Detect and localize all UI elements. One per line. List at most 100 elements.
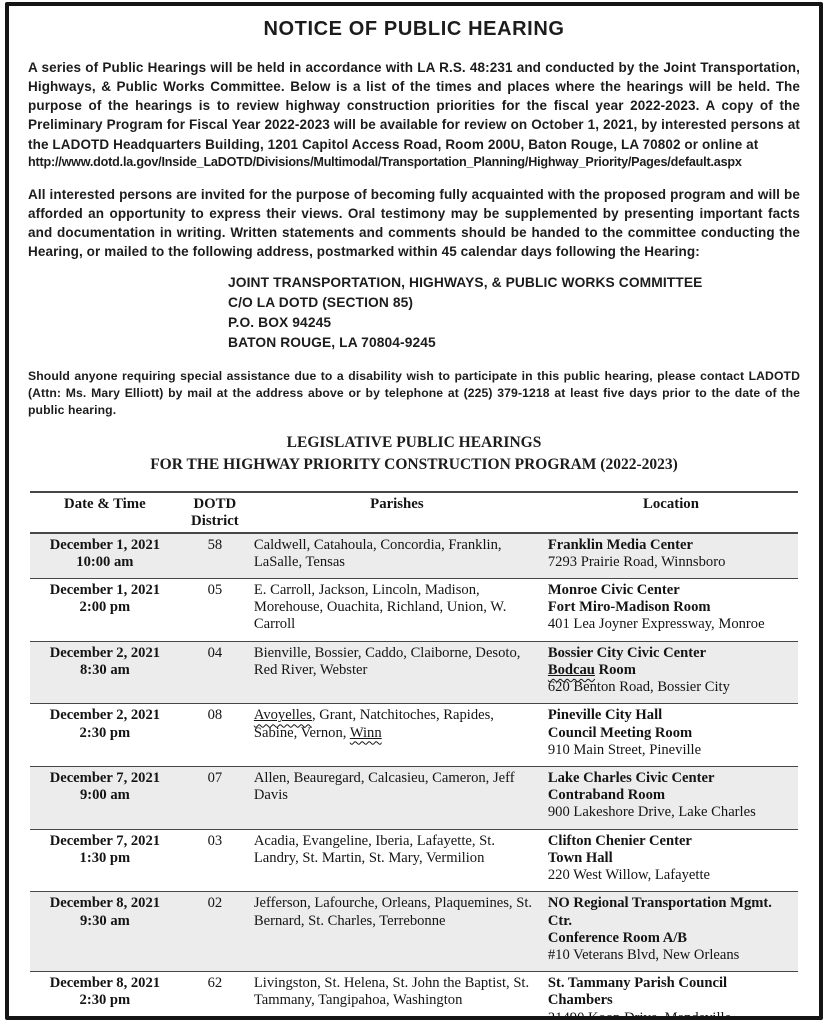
location-name-line: Monroe Civic Center [547, 582, 680, 599]
hearing-time: 2:30 pm [79, 992, 131, 1009]
header-row: Date & Time DOTD District Parishes Locat… [29, 491, 799, 534]
misspelled-word: Bodcau [547, 661, 595, 678]
location-address-line: #10 Veterans Blvd, New Orleans [547, 946, 740, 963]
location-cell: Lake Charles Civic Center Contraband Room… [544, 767, 798, 830]
hearing-time: 2:30 pm [79, 724, 131, 741]
table-row: December 7, 2021 1:30 pm 03 Acadia, Evangel… [29, 829, 799, 892]
address-line-city: BATON ROUGE, LA 70804-9245 [228, 335, 436, 351]
table-row: December 8, 2021 9:30 am 02 Jefferson, Lafo… [29, 891, 799, 972]
location-cell: Clifton Chenier Center Town Hall 220 West … [544, 829, 798, 892]
date-time-cell: December 1, 2021 10:00 am [30, 533, 180, 579]
mailing-address-block: JOINT TRANSPORTATION, HIGHWAYS, & PUBLIC… [228, 273, 802, 353]
location-name-line: Bodcau Room [547, 661, 636, 678]
hearing-time: 9:30 am [79, 912, 130, 929]
parishes-cell: Allen, Beauregard, Calcasieu, Cameron, J… [253, 770, 515, 804]
column-header-date-time: Date & Time [29, 491, 180, 534]
table-row: December 2, 2021 2:30 pm 08 Avoyelles, Gran… [29, 703, 799, 767]
address-line-committee: JOINT TRANSPORTATION, HIGHWAYS, & PUBLIC… [228, 275, 703, 291]
location-name-line: Clifton Chenier Center [547, 832, 692, 849]
parishes-cell: Livingston, St. Helena, St. John the Bap… [253, 975, 530, 1009]
location-name-line: Bossier City Civic Center [547, 644, 707, 661]
column-header-dotd-district: DOTD District [179, 491, 250, 534]
address-line-pobox: P.O. BOX 94245 [228, 315, 332, 331]
hearing-time: 1:30 pm [79, 849, 131, 866]
hearing-time: 2:00 pm [79, 599, 131, 616]
hearing-date: December 1, 2021 [49, 536, 161, 553]
parishes-cell: Acadia, Evangeline, Iberia, Lafayette, S… [253, 832, 495, 866]
location-address-line: 900 Lakeshore Drive, Lake Charles [547, 804, 756, 821]
parishes-cell: E. Carroll, Jackson, Lincoln, Madison, M… [253, 582, 507, 633]
location-address-line: 21490 Koop Drive, Mandeville [547, 1009, 732, 1020]
date-time-cell: December 8, 2021 9:30 am [30, 892, 180, 972]
location-name-line: NO Regional Transportation Mgmt. Ctr. [547, 895, 772, 929]
location-name-line: Pineville City Hall [547, 707, 663, 724]
intro-paragraph: A series of Public Hearings will be held… [28, 58, 800, 172]
hearing-date: December 2, 2021 [49, 644, 161, 661]
district-cell: 05 [207, 582, 223, 599]
district-cell: 07 [207, 770, 223, 787]
location-name-line: Fort Miro-Madison Room [547, 599, 711, 616]
misspelled-word: Avoyelles [253, 707, 312, 724]
location-cell: Bossier City Civic Center Bodcau Room 620 … [544, 641, 798, 704]
district-cell: 62 [207, 975, 223, 992]
date-time-cell: December 2, 2021 8:30 am [30, 641, 180, 704]
parishes-cell: Jefferson, Lafourche, Orleans, Plaquemin… [253, 895, 533, 929]
column-header-location: Location [543, 491, 799, 534]
hearing-date: December 8, 2021 [49, 975, 161, 992]
location-address-line: 910 Main Street, Pineville [547, 741, 702, 758]
hearings-table-head: Date & Time DOTD District Parishes Locat… [29, 491, 799, 534]
date-time-cell: December 7, 2021 9:00 am [30, 767, 180, 830]
date-time-cell: December 8, 2021 2:30 pm [30, 972, 180, 1016]
district-cell: 08 [207, 707, 223, 724]
column-header-parishes: Parishes [249, 491, 544, 534]
hearings-heading-line1: LEGISLATIVE PUBLIC HEARINGS [286, 433, 542, 451]
address-line-co: C/O LA DOTD (SECTION 85) [228, 295, 414, 311]
district-cell: 03 [207, 832, 223, 849]
parishes-cell: Caldwell, Catahoula, Concordia, Franklin… [253, 536, 502, 570]
table-row: December 1, 2021 10:00 am 58 Caldwell, Cata… [29, 532, 799, 579]
district-cell: 58 [207, 536, 223, 553]
assistance-paragraph: Should anyone requiring special assistan… [28, 369, 800, 417]
parishes-cell: Avoyelles, Grant, Natchitoches, Rapides,… [253, 707, 494, 741]
program-url: http://www.dotd.la.gov/Inside_LaDOTD/Div… [28, 154, 742, 169]
table-row: December 2, 2021 8:30 am 04 Bienville, Boss… [29, 641, 799, 704]
hearing-date: December 7, 2021 [49, 832, 161, 849]
location-address-line: 7293 Prairie Road, Winnsboro [547, 553, 726, 570]
location-cell: Pineville City Hall Council Meeting Room 9… [544, 704, 798, 767]
date-time-cell: December 7, 2021 1:30 pm [30, 829, 180, 892]
invitation-paragraph: All interested persons are invited for t… [28, 186, 800, 260]
notice-document: NOTICE OF PUBLIC HEARING A series of Pub… [5, 2, 823, 1020]
district-cell: 02 [207, 895, 223, 912]
hearings-heading-line2: FOR THE HIGHWAY PRIORITY CONSTRUCTION PR… [150, 456, 678, 474]
table-row: December 8, 2021 2:30 pm 62 Livingston, St.… [29, 971, 799, 1020]
location-name-line: Town Hall [547, 849, 613, 866]
page-title: NOTICE OF PUBLIC HEARING [263, 18, 565, 40]
location-name-line: Franklin Media Center [547, 536, 693, 553]
date-time-cell: December 1, 2021 2:00 pm [30, 579, 180, 642]
table-row: December 7, 2021 9:00 am 07 Allen, Beaurega… [29, 766, 799, 830]
hearing-date: December 1, 2021 [49, 582, 161, 599]
intro-text: A series of Public Hearings will be held… [28, 60, 800, 152]
district-cell: 04 [207, 644, 223, 661]
location-name-line: Conference Room A/B [547, 929, 688, 946]
location-address-line: 620 Benton Road, Bossier City [547, 679, 730, 696]
hearings-heading: LEGISLATIVE PUBLIC HEARINGS FOR THE HIGH… [26, 432, 802, 477]
table-row: December 1, 2021 2:00 pm 05 E. Carroll, Jac… [29, 578, 799, 642]
hearing-time: 8:30 am [79, 661, 130, 678]
hearing-time: 9:00 am [79, 787, 130, 804]
location-name-line: Contraband Room [547, 787, 666, 804]
parishes-cell: Bienville, Bossier, Caddo, Claiborne, De… [253, 644, 521, 678]
date-time-cell: December 2, 2021 2:30 pm [30, 704, 180, 767]
hearing-date: December 2, 2021 [49, 707, 161, 724]
hearings-table-body: December 1, 2021 10:00 am 58 Caldwell, Cata… [29, 532, 799, 1020]
location-cell: Franklin Media Center 7293 Prairie Road, … [544, 533, 798, 579]
location-cell: NO Regional Transportation Mgmt. Ctr. Con… [544, 892, 798, 972]
location-name-line: Council Meeting Room [547, 724, 693, 741]
hearing-time: 10:00 am [76, 553, 134, 570]
location-name-line: St. Tammany Parish Council Chambers [547, 975, 728, 1009]
location-cell: St. Tammany Parish Council Chambers 21490… [544, 972, 798, 1020]
location-name-line: Lake Charles Civic Center [547, 770, 715, 787]
location-address-line: 220 West Willow, Lafayette [547, 867, 710, 884]
hearing-date: December 7, 2021 [49, 770, 161, 787]
hearings-table: Date & Time DOTD District Parishes Locat… [29, 490, 799, 1020]
